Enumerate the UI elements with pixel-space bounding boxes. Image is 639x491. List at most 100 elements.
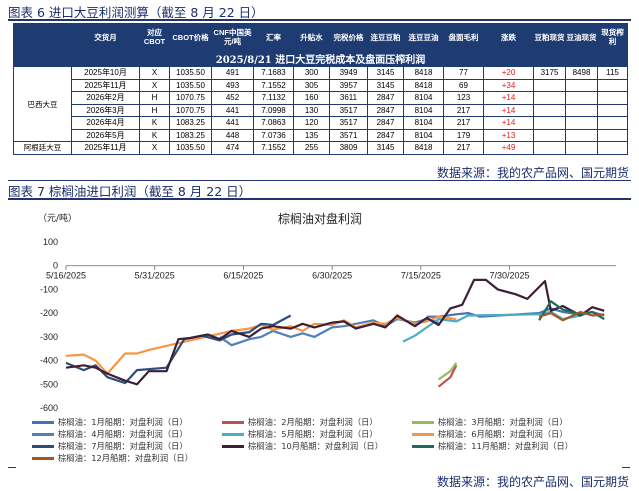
legend-item: 棕榈油：3月船期：对盘利润（日） [412, 416, 568, 427]
table-cell [565, 128, 598, 142]
legend-swatch [32, 421, 54, 424]
fig7-bottom-rule [8, 467, 16, 468]
table-cell: 217 [443, 141, 484, 155]
table-header-cell: CNF中国美元/吨 [211, 23, 254, 51]
table-header-cell: 豆粕现货 [533, 23, 566, 51]
table-cell: +49 [483, 141, 534, 155]
legend-swatch [412, 421, 434, 424]
series-line [65, 315, 457, 375]
y-axis-label: （元/吨） [38, 212, 77, 224]
palm-oil-profit-chart: 棕榈油对盘利润 （元/吨） 100 0 -100 -200 -300 -400 -500 -6… [38, 211, 616, 413]
table-cell: 2026年4月 [71, 116, 140, 130]
table-cell: 1035.50 [169, 78, 212, 92]
table-cell: 8418 [403, 141, 444, 155]
table-cell [533, 116, 566, 130]
table-cell: 3175 [533, 66, 566, 80]
table-row: 巴西大豆 2025年10月 X 1035.50 491 7.1683 300 3949 3145… [13, 66, 628, 142]
table-cell: X [139, 66, 170, 80]
table-cell: 3145 [367, 78, 404, 92]
fig7-title: 图表 7 棕榈油进口利润（截至 8 月 22 日） [8, 184, 252, 199]
table-cell: 7.1552 [253, 78, 294, 92]
table-row: 2026年3月 H 1070.75 441 7.0998 130 3517 2847 8104 2… [14, 103, 628, 117]
table-cell: 1083.25 [169, 116, 212, 130]
table-cell: 452 [211, 91, 254, 105]
table-cell: 8104 [403, 103, 444, 117]
table-header-cell: CBOT价格 [169, 23, 212, 51]
table-row: 2026年2月 H 1070.75 452 7.1132 160 3611 2847 8104 1… [14, 91, 628, 105]
table-cell: 493 [211, 78, 254, 92]
series-line [437, 364, 458, 388]
legend-label: 棕榈油：6月船期：对盘利润（日） [438, 429, 568, 439]
table-row: 阿根廷大豆 2025年11月 X 1035.50 474 7.1552 255 3809 314… [13, 141, 628, 155]
table-header-cell: 完税价格 [329, 23, 368, 51]
table-cell: 2026年5月 [71, 128, 140, 142]
fig6-source: 数据来源：我的农产品网、国元期货 [436, 166, 629, 180]
y-tick-label: 100 [43, 237, 58, 247]
legend-swatch [412, 433, 434, 436]
fig6-top-rule [8, 19, 631, 21]
table-cell: 3809 [329, 141, 368, 155]
table-cell: 120 [293, 116, 330, 130]
table-cell: 77 [443, 66, 484, 80]
table-row: 2026年4月 K 1083.25 441 7.0863 120 3517 2847 8104 2… [14, 116, 628, 130]
x-tick-label: 5/31/2025 [135, 271, 175, 281]
table-header-cell: 交货月 [71, 23, 140, 51]
x-tick-label: 7/30/2025 [490, 271, 530, 281]
legend-swatch [32, 457, 54, 460]
table-cell [533, 78, 566, 92]
table-cell: 3517 [329, 116, 368, 130]
y-tick-label: -500 [40, 379, 58, 389]
table-cell: 1035.50 [169, 66, 212, 80]
table-cell: 2026年3月 [71, 103, 140, 117]
x-tick-label: 7/15/2025 [401, 271, 441, 281]
legend-item: 棕榈油：10月船期：对盘利润（日） [222, 440, 383, 451]
table-header-cell: 连豆豆粕 [367, 23, 404, 51]
table-cell: 1083.25 [169, 128, 212, 142]
legend-item: 棕榈油：5月船期：对盘利润（日） [222, 428, 378, 439]
table-cell: 217 [443, 103, 484, 117]
table-cell: 3571 [329, 128, 368, 142]
table-cell [597, 128, 628, 142]
table-cell [565, 103, 598, 117]
table-header-cell: 连豆豆油 [403, 23, 444, 51]
fig6-bottom-rule [8, 180, 631, 181]
table-cell [597, 78, 628, 92]
table-cell [597, 116, 628, 130]
table-cell: +14 [483, 91, 534, 105]
table-cell [565, 91, 598, 105]
series-line [65, 314, 292, 385]
table-cell: 2847 [367, 103, 404, 117]
row-group-label: 阿根廷大豆 [13, 141, 72, 155]
x-tick-label: 6/15/2025 [223, 271, 263, 281]
series-line [538, 300, 605, 321]
table-cell: K [139, 128, 170, 142]
legend-swatch [412, 445, 434, 448]
table-cell: +14 [483, 103, 534, 117]
legend-item: 棕榈油：7月船期：对盘利润（日） [32, 440, 188, 451]
legend-label: 棕榈油：5月船期：对盘利润（日） [248, 429, 378, 439]
table-cell: 3145 [367, 141, 404, 155]
fig7-source: 数据来源：我的农产品网、国元期货 [436, 475, 629, 489]
table-cell: +14 [483, 116, 534, 130]
table-cell: 2025年11月 [71, 141, 140, 155]
table-cell: 7.0998 [253, 103, 294, 117]
series-line [65, 278, 605, 386]
table-cell: 1070.75 [169, 103, 212, 117]
table-cell: 7.1552 [253, 141, 294, 155]
table-cell [597, 91, 628, 105]
table-cell: X [139, 141, 170, 155]
y-tick-label: -600 [40, 403, 58, 413]
table-cell: 441 [211, 116, 254, 130]
table-header-blank [13, 23, 72, 51]
table-cell [565, 78, 598, 92]
table-cell: 8104 [403, 116, 444, 130]
table-cell: H [139, 103, 170, 117]
table-cell: 8498 [565, 66, 598, 80]
table-row: 2025年11月 X 1035.50 493 7.1552 305 3957 3145 8418… [14, 78, 628, 92]
table-cell: 300 [293, 66, 330, 80]
table-cell: 130 [293, 103, 330, 117]
table-header-cell: 涨跌 [483, 23, 534, 51]
legend-label: 棕榈油：12月船期：对盘利润（日） [58, 453, 194, 463]
table-cell [533, 91, 566, 105]
y-tick-label: -400 [40, 356, 58, 366]
